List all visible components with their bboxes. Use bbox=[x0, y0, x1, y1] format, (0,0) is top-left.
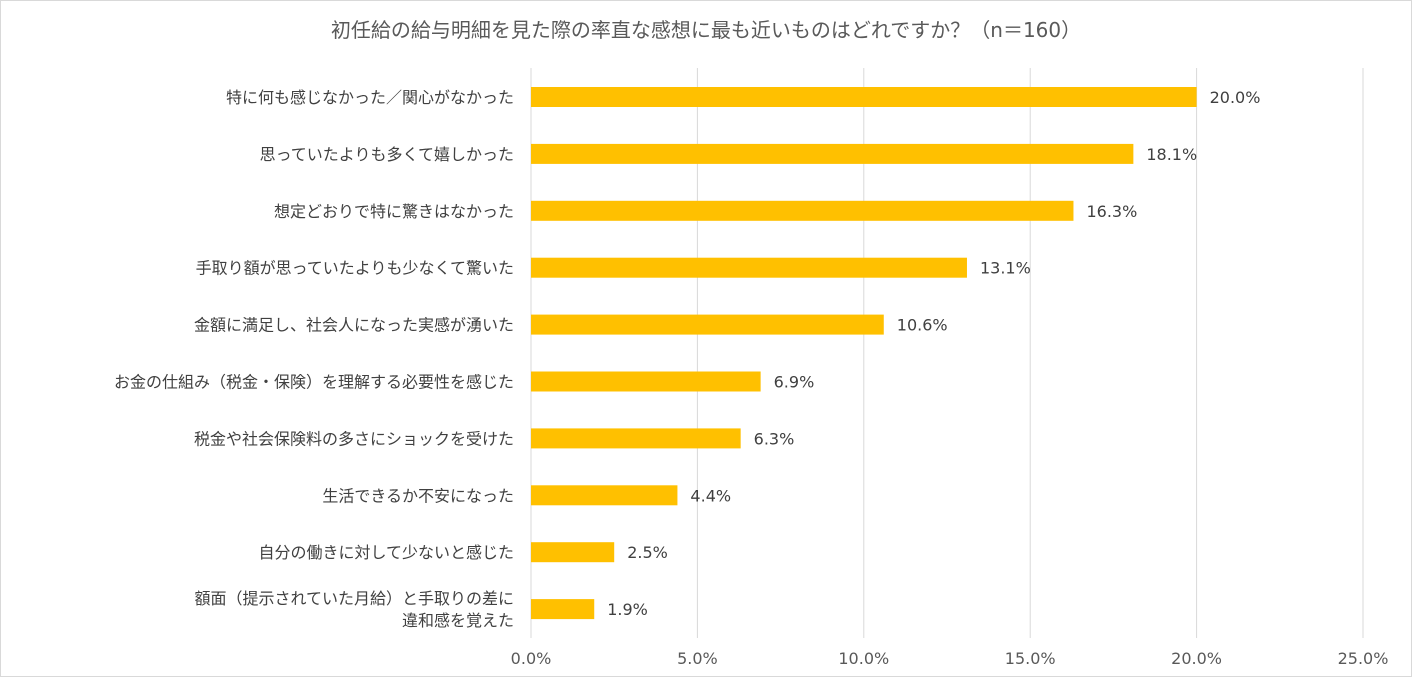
x-axis-ticks: 0.0% 5.0% 10.0% 15.0% 20.0% 25.0% bbox=[511, 649, 1389, 668]
category-label: 税金や社会保険料の多さにショックを受けた bbox=[194, 429, 514, 448]
bar bbox=[531, 87, 1197, 107]
bar bbox=[531, 599, 595, 620]
category-label: 自分の働きに対して少ないと感じた bbox=[258, 543, 514, 562]
category-label: お金の仕組み（税金・保険）を理解する必要性を感じた bbox=[114, 373, 514, 392]
bar bbox=[531, 542, 615, 563]
category-label-line: 額面（提示されていた月給）と手取りの差に bbox=[194, 589, 514, 608]
data-label: 2.5% bbox=[627, 543, 668, 562]
category-label-line: 想定どおりで特に驚きはなかった bbox=[274, 202, 514, 221]
category-label: 特に何も感じなかった／関心がなかった bbox=[226, 88, 514, 107]
category-label-line: 金額に満足し、社会人になった実感が湧いた bbox=[194, 316, 514, 335]
data-label: 10.6% bbox=[897, 316, 948, 335]
data-label: 20.0% bbox=[1210, 88, 1261, 107]
category-label-line: お金の仕組み（税金・保険）を理解する必要性を感じた bbox=[114, 373, 514, 392]
data-label: 6.9% bbox=[774, 373, 815, 392]
category-label-line: 手取り額が思っていたよりも少なくて驚いた bbox=[196, 259, 514, 278]
value-labels: 20.0% 18.1% 16.3% 13.1% 10.6% 6.9% 6.3% 4.4% 2.5… bbox=[607, 88, 1260, 619]
category-label: 想定どおりで特に驚きはなかった bbox=[274, 202, 514, 221]
data-label: 4.4% bbox=[690, 486, 731, 505]
category-label: 手取り額が思っていたよりも少なくて驚いた bbox=[196, 259, 514, 278]
category-label-line: 違和感を覚えた bbox=[402, 611, 514, 630]
x-tick-label: 10.0% bbox=[838, 649, 889, 668]
bars bbox=[531, 87, 1197, 620]
bar bbox=[531, 371, 761, 392]
data-label: 1.9% bbox=[607, 600, 648, 619]
data-label: 6.3% bbox=[754, 429, 795, 448]
category-labels: 特に何も感じなかった／関心がなかった思っていたよりも多くて嬉しかった想定どおりで… bbox=[114, 88, 514, 630]
bar bbox=[531, 143, 1134, 164]
category-label-line: 特に何も感じなかった／関心がなかった bbox=[226, 88, 514, 107]
category-label-line: 税金や社会保険料の多さにショックを受けた bbox=[194, 429, 514, 448]
category-label-line: 思っていたよりも多くて嬉しかった bbox=[260, 145, 514, 164]
bar bbox=[531, 200, 1074, 221]
data-label: 13.1% bbox=[980, 259, 1031, 278]
x-tick-label: 15.0% bbox=[1005, 649, 1056, 668]
x-tick-label: 20.0% bbox=[1171, 649, 1222, 668]
data-label: 18.1% bbox=[1146, 145, 1197, 164]
bar bbox=[531, 428, 741, 449]
category-label: 金額に満足し、社会人になった実感が湧いた bbox=[194, 316, 514, 335]
data-label: 16.3% bbox=[1086, 202, 1137, 221]
x-tick-label: 0.0% bbox=[511, 649, 552, 668]
category-label: 額面（提示されていた月給）と手取りの差に違和感を覚えた bbox=[194, 589, 514, 630]
category-label-line: 生活できるか不安になった bbox=[322, 486, 514, 505]
x-tick-label: 5.0% bbox=[677, 649, 718, 668]
x-tick-label: 25.0% bbox=[1338, 649, 1389, 668]
bar bbox=[531, 485, 678, 506]
bar bbox=[531, 314, 884, 335]
category-label: 生活できるか不安になった bbox=[322, 486, 514, 505]
category-label-line: 自分の働きに対して少ないと感じた bbox=[258, 543, 514, 562]
bar bbox=[531, 257, 967, 278]
chart-title: 初任給の給与明細を見た際の率直な感想に最も近いものはどれですか？（n＝160） bbox=[330, 18, 1082, 42]
category-label: 思っていたよりも多くて嬉しかった bbox=[260, 145, 514, 164]
